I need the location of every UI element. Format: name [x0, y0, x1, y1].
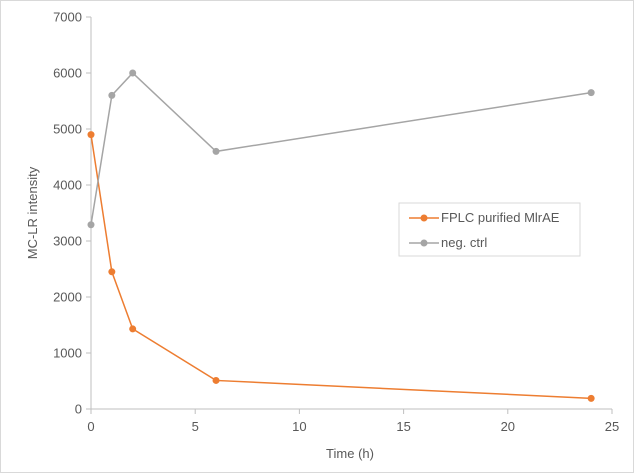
series-line-neg-ctrl [90, 71, 592, 225]
x-tick-label: 10 [292, 419, 306, 434]
data-point-fplc [587, 394, 595, 402]
data-point-fplc [129, 325, 137, 333]
y-tick-label: 5000 [53, 122, 82, 137]
data-point-fplc [108, 268, 116, 276]
legend-item-fplc: FPLC purified MlrAE [409, 210, 560, 225]
x-tick-label: 20 [501, 419, 515, 434]
y-tick-label: 6000 [53, 66, 82, 81]
data-point-fplc [87, 131, 95, 139]
data-point-neg-ctrl [212, 147, 220, 155]
data-point-neg-ctrl [87, 221, 95, 229]
series-line-fplc [90, 134, 592, 400]
y-tick-label: 4000 [53, 178, 82, 193]
legend-item-neg-ctrl: neg. ctrl [409, 235, 487, 250]
legend-box [398, 202, 581, 257]
series-fplc [87, 131, 595, 402]
series-layer [87, 69, 595, 402]
legend-marker-neg-ctrl [420, 239, 428, 247]
x-axis-title: Time (h) [326, 446, 374, 461]
y-tick-label: 2000 [53, 290, 82, 305]
legend-marker-fplc [420, 214, 428, 222]
y-axis-title: MC-LR intensity [25, 166, 40, 259]
y-tick-label: 7000 [53, 10, 82, 25]
series-neg-ctrl [87, 69, 595, 229]
x-tick-label: 0 [87, 419, 94, 434]
y-tick-label: 3000 [53, 234, 82, 249]
legend: FPLC purified MlrAE neg. ctrl [398, 202, 581, 257]
x-tick-label: 15 [396, 419, 410, 434]
axes: 0 1000 2000 3000 4000 5000 6000 7000 0 5 10 15 20 25 [53, 10, 619, 435]
legend-label-neg-ctrl: neg. ctrl [441, 235, 487, 250]
data-point-neg-ctrl [587, 89, 595, 97]
data-point-neg-ctrl [108, 91, 116, 99]
y-tick-label: 1000 [53, 346, 82, 361]
data-point-neg-ctrl [129, 69, 137, 77]
x-tick-label: 5 [192, 419, 199, 434]
legend-label-fplc: FPLC purified MlrAE [441, 210, 560, 225]
y-tick-label: 0 [75, 402, 82, 417]
x-tick-label: 25 [605, 419, 619, 434]
data-point-fplc [212, 376, 220, 384]
